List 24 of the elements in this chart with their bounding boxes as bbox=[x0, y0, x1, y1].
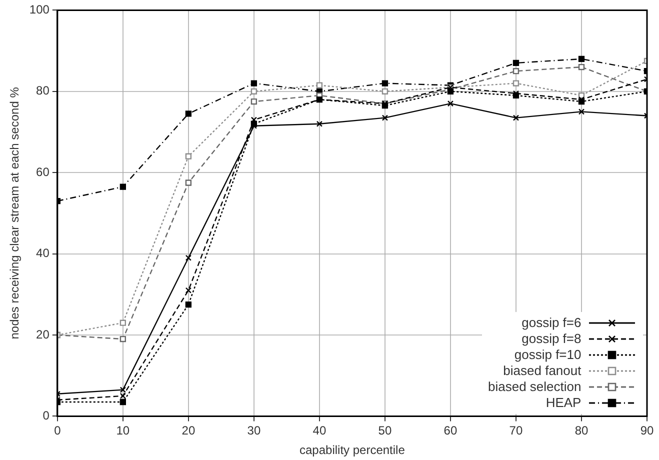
x-tick-label: 30 bbox=[247, 424, 261, 438]
x-tick-label: 70 bbox=[509, 424, 523, 438]
x-tick-label: 0 bbox=[54, 424, 62, 438]
x-axis-title: capability percentile bbox=[300, 443, 406, 458]
y-tick-label: 100 bbox=[29, 2, 50, 17]
legend-label: biased selection bbox=[488, 379, 582, 396]
x-tick-label: 60 bbox=[444, 424, 458, 438]
legend-label: HEAP bbox=[546, 395, 582, 412]
y-tick-label: 20 bbox=[36, 327, 50, 342]
legend-label: gossip f=10 bbox=[514, 347, 582, 364]
legend-label: gossip f=6 bbox=[522, 315, 582, 332]
legend-label: gossip f=8 bbox=[522, 331, 582, 348]
legend-label: biased fanout bbox=[503, 363, 582, 380]
x-tick-label: 40 bbox=[312, 424, 326, 438]
y-tick-label: 40 bbox=[36, 246, 50, 260]
y-axis-title: nodes receiving clear stream at each second % bbox=[8, 86, 22, 340]
x-tick-label: 80 bbox=[574, 424, 588, 438]
y-tick-label: 80 bbox=[36, 84, 50, 98]
x-tick-label: 20 bbox=[182, 424, 196, 438]
x-tick-label: 10 bbox=[116, 424, 130, 438]
x-tick-label: 90 bbox=[640, 424, 654, 438]
y-tick-label: 60 bbox=[36, 164, 50, 179]
x-tick-label: 50 bbox=[378, 424, 392, 438]
y-tick-label: 0 bbox=[42, 408, 50, 423]
